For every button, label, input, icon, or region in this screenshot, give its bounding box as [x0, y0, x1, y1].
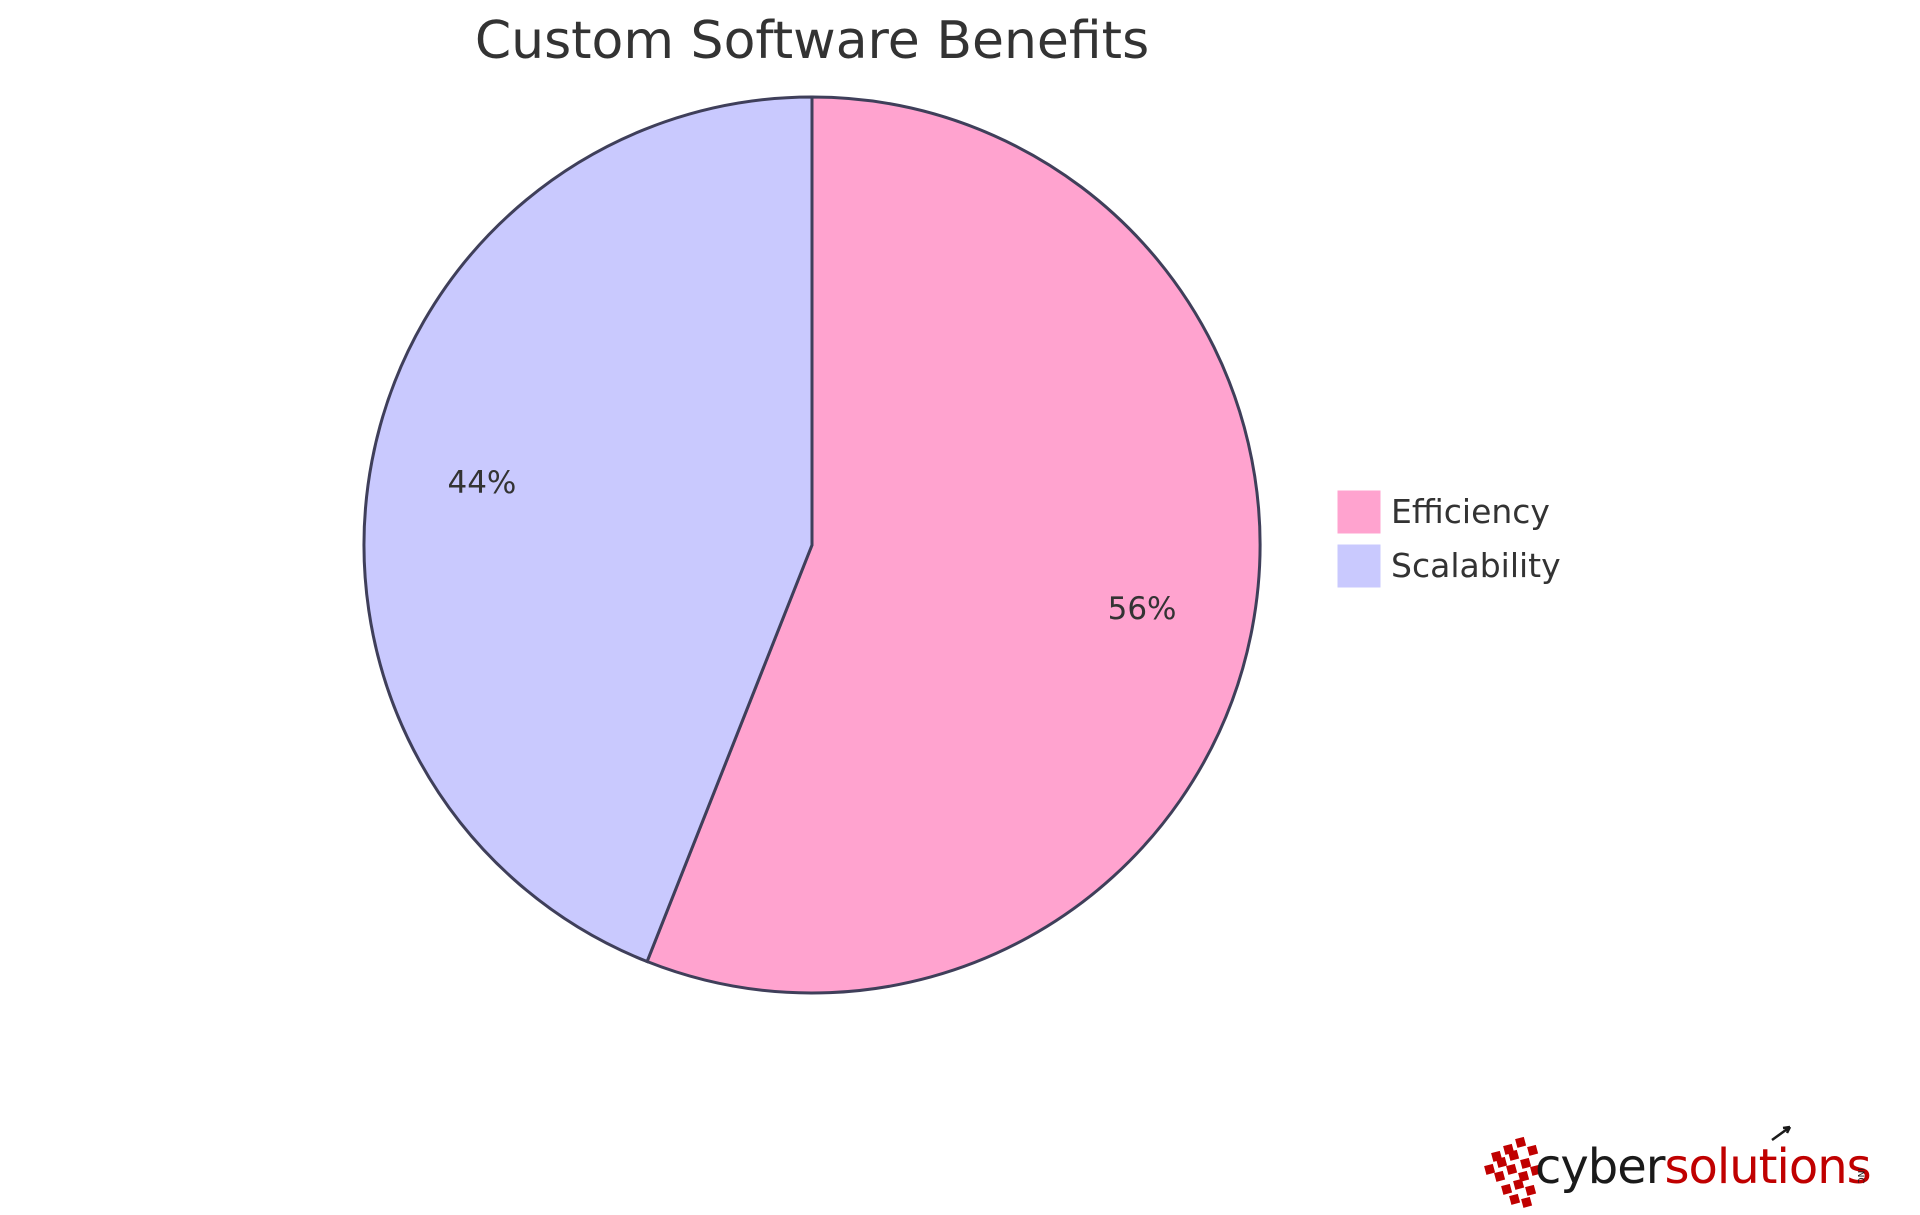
logo-mark-square: [1496, 1156, 1508, 1168]
legend-label-efficiency: Efficiency: [1391, 492, 1550, 531]
slice-label-scalability: 44%: [447, 465, 516, 501]
logo-mark-square: [1501, 1183, 1513, 1195]
legend-label-scalability: Scalability: [1391, 546, 1561, 585]
logo-mark-square: [1527, 1144, 1539, 1156]
legend-swatch-scalability: [1336, 543, 1382, 589]
logo-mark-square: [1484, 1163, 1496, 1175]
slice-label-efficiency: 56%: [1108, 591, 1177, 627]
legend-swatch-efficiency: [1336, 489, 1382, 535]
logo-mark-square: [1515, 1136, 1527, 1148]
logo-mark-square: [1530, 1164, 1542, 1176]
logo-mark-square: [1508, 1149, 1520, 1161]
logo-wordmark: cybersolutions: [1535, 1139, 1871, 1195]
logo-mark-square: [1506, 1163, 1518, 1175]
logo-text-cyber: cyber: [1535, 1139, 1666, 1195]
logo-mark-square: [1494, 1170, 1506, 1182]
legend: Efficiency Scalability: [1336, 489, 1561, 589]
logo-mark-square: [1520, 1157, 1532, 1169]
pie-slice-scalability: [362, 95, 814, 964]
logo-mark-square: [1521, 1196, 1533, 1208]
company-logo: cybersolutions INC: [1484, 1125, 1872, 1208]
logo-mark-square: [1513, 1178, 1525, 1190]
logo-text-solutions: solutions: [1665, 1139, 1871, 1195]
logo-mark-square: [1525, 1184, 1537, 1196]
logo-arrow-icon: [1771, 1125, 1792, 1142]
logo-mark-icon: [1484, 1136, 1542, 1208]
pie-slice-labels: 56% 44%: [447, 465, 1176, 627]
logo-mark-square: [1509, 1193, 1521, 1205]
pie-slice-efficiency: [645, 95, 1262, 995]
chart-title: Custom Software Benefits: [475, 11, 1149, 71]
pie-slices: [362, 95, 1262, 995]
logo-text-inc: INC: [1855, 1168, 1865, 1184]
